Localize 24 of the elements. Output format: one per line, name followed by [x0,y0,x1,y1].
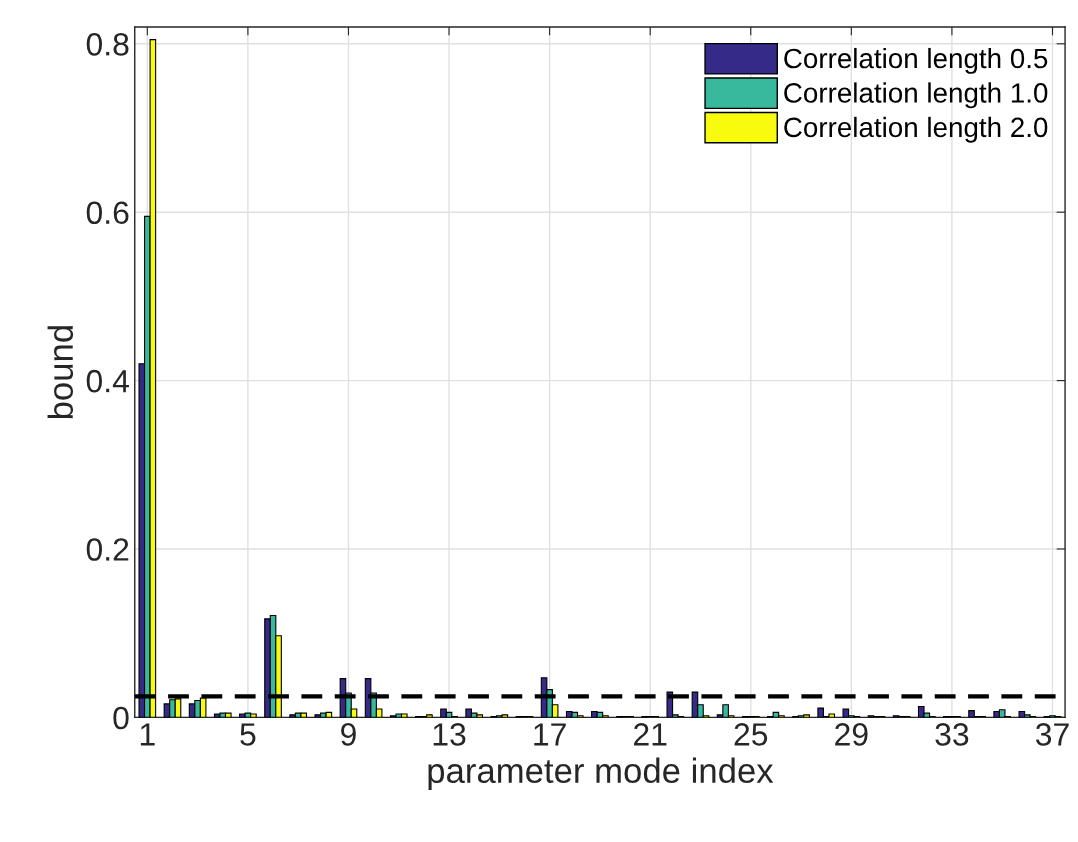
bar [314,714,322,718]
y-tick-label: 0.2 [86,538,129,561]
y-tick-label: 0.6 [86,201,129,225]
x-tick-label: 1 [140,723,155,746]
x-tick-label: 25 [734,723,768,746]
x-axis-title: parameter mode index [428,757,774,790]
x-tick-label: 21 [634,723,667,746]
x-tick-label: 37 [1035,723,1069,746]
legend-label: Correlation length 1.0 [784,82,1048,109]
legend-label: Correlation length 2.0 [784,116,1048,143]
y-axis-title: bound [47,326,74,419]
x-tick-label: 33 [935,723,969,746]
bar [817,707,824,718]
legend-label: Correlation length 0.5 [784,47,1048,74]
x-tick-label: 13 [433,723,466,746]
bar [289,714,296,718]
x-tick-label: 9 [341,723,356,746]
x-tick-label: 5 [240,723,256,746]
x-tick-label: 29 [835,723,868,746]
y-tick-label: 0 [113,706,129,730]
y-tick-label: 0.4 [86,369,129,393]
x-tick-label: 17 [534,723,566,746]
bar [968,710,975,718]
y-tick-label: 0.8 [86,33,129,56]
